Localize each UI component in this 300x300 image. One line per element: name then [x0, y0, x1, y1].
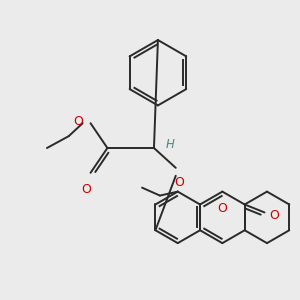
Text: O: O — [73, 115, 82, 128]
Text: O: O — [218, 202, 227, 214]
Text: O: O — [174, 176, 184, 189]
Text: O: O — [82, 183, 92, 196]
Text: O: O — [269, 209, 279, 222]
Text: H: H — [166, 138, 175, 151]
